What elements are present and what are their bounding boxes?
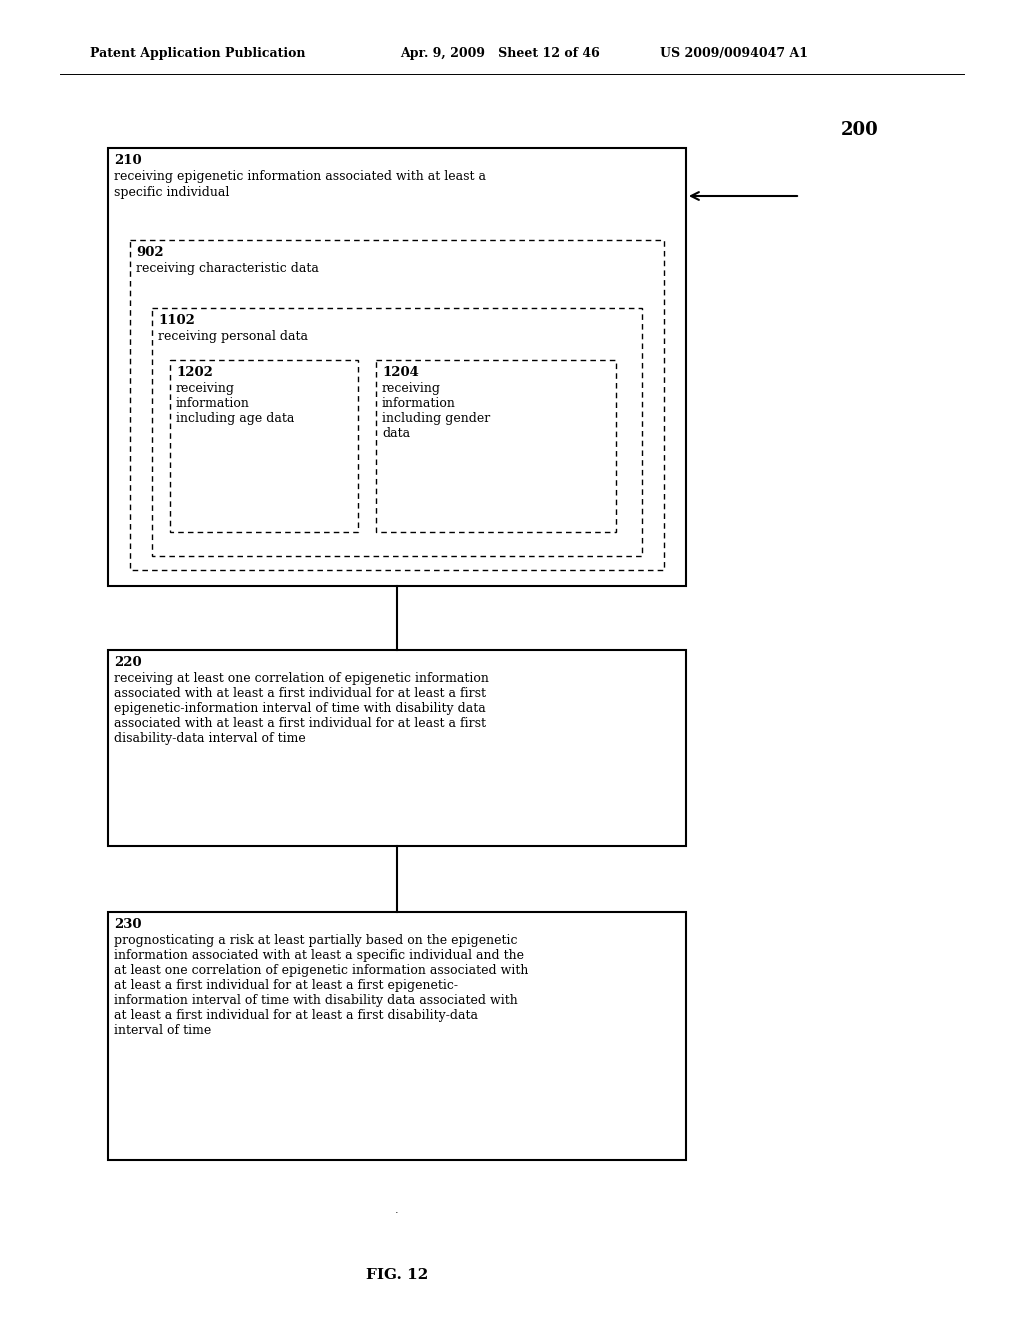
Text: FIG. 12: FIG. 12 [366, 1269, 428, 1282]
Text: 230: 230 [114, 917, 141, 931]
Text: 200: 200 [841, 121, 879, 139]
Text: specific individual: specific individual [114, 186, 229, 199]
Text: receiving: receiving [176, 381, 234, 395]
Text: information: information [176, 397, 250, 411]
Bar [152, 308, 642, 556]
Text: information interval of time with disability data associated with: information interval of time with disabi… [114, 994, 518, 1007]
Text: including age data: including age data [176, 412, 294, 425]
Text: associated with at least a first individual for at least a first: associated with at least a first individ… [114, 717, 486, 730]
Text: 1204: 1204 [382, 366, 419, 379]
Text: 902: 902 [136, 246, 164, 259]
Bar [130, 240, 664, 570]
Bar [376, 360, 616, 532]
Text: 220: 220 [114, 656, 141, 669]
Text: 210: 210 [114, 154, 141, 168]
Text: at least a first individual for at least a first epigenetic-: at least a first individual for at least… [114, 979, 458, 993]
Text: receiving: receiving [382, 381, 441, 395]
Text: receiving epigenetic information associated with at least a: receiving epigenetic information associa… [114, 170, 486, 183]
Text: epigenetic-information interval of time with disability data: epigenetic-information interval of time … [114, 702, 485, 715]
Bar [170, 360, 358, 532]
Text: receiving personal data: receiving personal data [158, 330, 308, 343]
Bar [108, 148, 686, 586]
Text: .: . [395, 1205, 398, 1214]
Text: 1102: 1102 [158, 314, 195, 327]
Text: prognosticating a risk at least partially based on the epigenetic: prognosticating a risk at least partiall… [114, 935, 517, 946]
Text: data: data [382, 426, 411, 440]
Text: information associated with at least a specific individual and the: information associated with at least a s… [114, 949, 524, 962]
Text: associated with at least a first individual for at least a first: associated with at least a first individ… [114, 686, 486, 700]
Text: information: information [382, 397, 456, 411]
Text: Apr. 9, 2009   Sheet 12 of 46: Apr. 9, 2009 Sheet 12 of 46 [400, 48, 600, 61]
Bar [108, 649, 686, 846]
Text: disability-data interval of time: disability-data interval of time [114, 733, 306, 744]
Text: US 2009/0094047 A1: US 2009/0094047 A1 [660, 48, 808, 61]
Text: receiving at least one correlation of epigenetic information: receiving at least one correlation of ep… [114, 672, 488, 685]
Text: Patent Application Publication: Patent Application Publication [90, 48, 305, 61]
Text: including gender: including gender [382, 412, 490, 425]
Text: at least a first individual for at least a first disability-data: at least a first individual for at least… [114, 1008, 478, 1022]
Text: receiving characteristic data: receiving characteristic data [136, 261, 318, 275]
Text: 1202: 1202 [176, 366, 213, 379]
Text: interval of time: interval of time [114, 1024, 211, 1038]
Bar [108, 912, 686, 1160]
Text: at least one correlation of epigenetic information associated with: at least one correlation of epigenetic i… [114, 964, 528, 977]
